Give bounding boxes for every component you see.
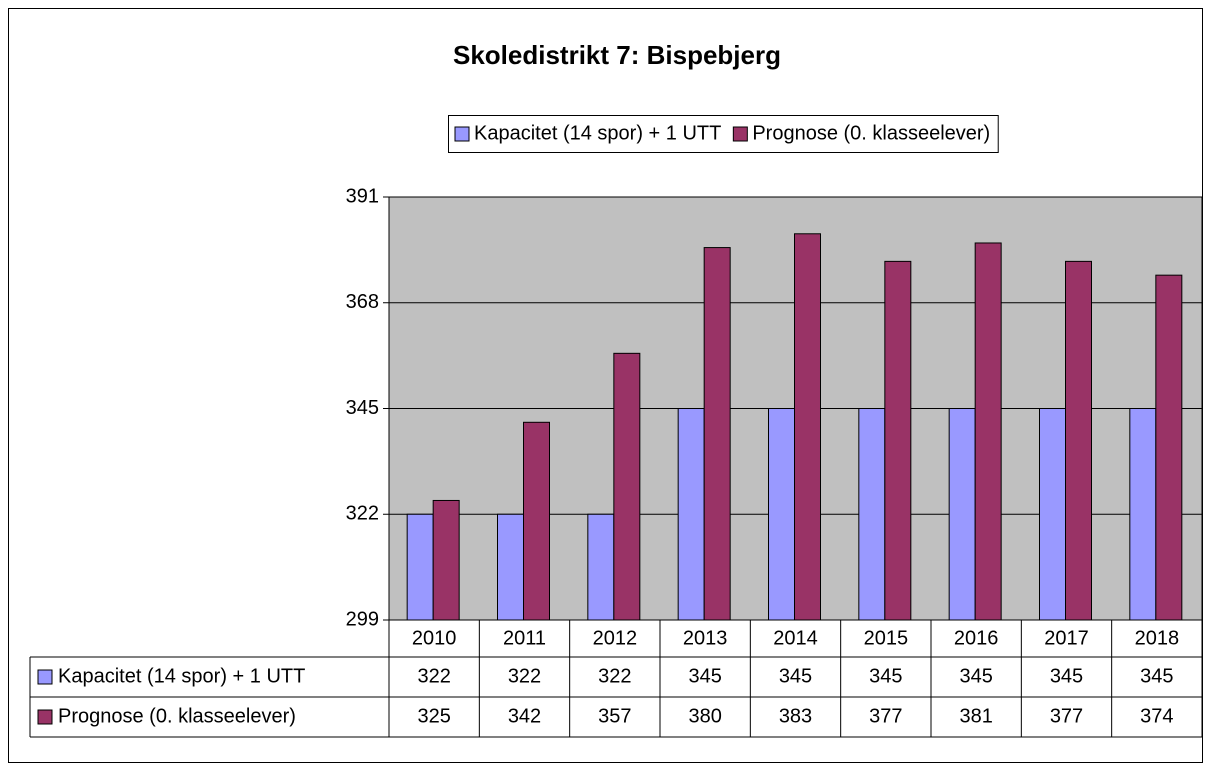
bar xyxy=(677,408,705,621)
table-cell: 345 xyxy=(688,665,721,687)
table-cell: 345 xyxy=(779,665,812,687)
bar xyxy=(794,233,821,621)
x-tick-label: 2013 xyxy=(683,627,728,649)
bar xyxy=(497,513,524,621)
bar xyxy=(948,408,976,621)
bar xyxy=(587,513,615,621)
y-tick-label: 299 xyxy=(346,608,379,630)
bar xyxy=(884,260,912,621)
chart-title: Skoledistrikt 7: Bispebjerg xyxy=(453,40,781,70)
x-tick-label: 2018 xyxy=(1135,627,1180,649)
table-cell: 374 xyxy=(1140,705,1173,727)
table-cell: 377 xyxy=(869,705,902,727)
table-legend-key xyxy=(37,669,53,685)
bar xyxy=(523,421,550,621)
bar xyxy=(406,513,434,621)
table-cell: 322 xyxy=(508,665,541,687)
table-cell: 357 xyxy=(598,705,631,727)
bar xyxy=(1155,274,1183,621)
table-cell: 383 xyxy=(779,705,812,727)
table-cell: 325 xyxy=(417,705,450,727)
y-tick-label: 322 xyxy=(346,503,379,525)
bar xyxy=(1129,408,1157,621)
table-cell: 345 xyxy=(869,665,902,687)
table-cell: 322 xyxy=(598,665,631,687)
table-legend-key xyxy=(37,709,53,725)
table-cell: 380 xyxy=(688,705,721,727)
legend-key xyxy=(454,126,470,142)
table-cell: 322 xyxy=(417,665,450,687)
y-tick-label: 368 xyxy=(346,291,379,313)
bar xyxy=(1065,260,1092,621)
legend-label: Prognose (0. klasseelever) xyxy=(752,122,990,144)
bar xyxy=(858,408,886,621)
table-cell: 345 xyxy=(1050,665,1083,687)
table-cell: 345 xyxy=(959,665,992,687)
bar xyxy=(432,499,460,621)
table-cell: 377 xyxy=(1050,705,1083,727)
legend-label: Kapacitet (14 spor) + 1 UTT xyxy=(474,122,721,144)
bar xyxy=(613,352,641,621)
bar xyxy=(1039,408,1066,621)
x-tick-label: 2014 xyxy=(773,627,818,649)
table-row-label: Prognose (0. klasseelever) xyxy=(58,705,296,727)
table-cell: 381 xyxy=(959,705,992,727)
bar xyxy=(703,247,731,621)
legend-box xyxy=(448,115,999,153)
table-row-label: Kapacitet (14 spor) + 1 UTT xyxy=(58,665,305,687)
x-tick-label: 2011 xyxy=(503,627,546,649)
y-tick-label: 391 xyxy=(346,185,379,207)
y-tick-label: 345 xyxy=(346,397,379,419)
x-tick-label: 2016 xyxy=(954,627,999,649)
legend-key xyxy=(732,126,748,142)
bar xyxy=(974,242,1002,621)
table-cell: 342 xyxy=(508,705,541,727)
x-tick-label: 2010 xyxy=(412,627,457,649)
x-tick-label: 2015 xyxy=(864,627,909,649)
table-cell: 345 xyxy=(1140,665,1173,687)
x-tick-label: 2012 xyxy=(593,627,638,649)
x-tick-label: 2017 xyxy=(1044,627,1089,649)
bar xyxy=(768,408,795,621)
